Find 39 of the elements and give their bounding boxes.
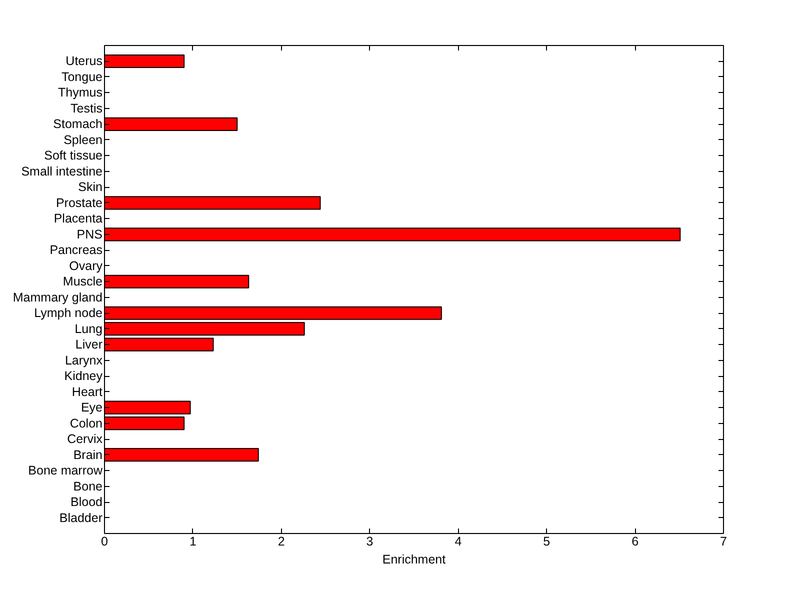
y-tick-label: Soft tissue <box>44 148 103 163</box>
y-tick-label: Heart <box>72 384 104 399</box>
x-tick-label: 3 <box>366 534 374 548</box>
y-tick-label: Testis <box>70 101 102 116</box>
y-tick-label: Blood <box>70 495 103 510</box>
y-tick-label: Prostate <box>56 196 103 210</box>
y-tick-label: Pancreas <box>50 243 103 258</box>
y-tick-label: Small intestine <box>21 164 103 178</box>
y-tick-label: Bone <box>73 479 103 494</box>
x-tick-label: 2 <box>278 534 285 548</box>
x-tick-label: 7 <box>720 534 728 548</box>
y-tick-label: Ovary <box>69 258 104 273</box>
y-tick-label: Cervix <box>67 432 104 446</box>
y-tick-label: Bone marrow <box>28 464 104 478</box>
y-tick-label: Liver <box>75 338 102 352</box>
y-tick-label: Colon <box>70 416 103 430</box>
y-tick-label: Brain <box>73 448 103 462</box>
y-tick-label: Kidney <box>64 369 104 384</box>
y-tick-label: Thymus <box>58 86 102 100</box>
y-tick-label: Muscle <box>62 274 103 289</box>
y-tick-label: Uterus <box>66 54 103 68</box>
x-tick-label: 0 <box>101 534 108 548</box>
y-tick-label: Tongue <box>61 70 103 84</box>
y-tick-label: Stomach <box>53 117 103 132</box>
x-tick-label: 4 <box>454 534 462 548</box>
y-tick-label: Mammary gland <box>12 290 103 304</box>
x-tick-label: 1 <box>189 534 196 548</box>
x-tick-label: 6 <box>632 534 639 548</box>
y-tick-label: Spleen <box>64 132 103 147</box>
x-tick-label: 5 <box>543 534 550 548</box>
y-tick-label: Larynx <box>64 353 104 368</box>
y-tick-label: Bladder <box>59 510 103 525</box>
y-tick-label: PNS <box>76 227 102 242</box>
y-tick-label: Lung <box>74 322 103 336</box>
y-tick-label: Skin <box>78 180 103 194</box>
y-tick-label: Lymph node <box>34 306 103 320</box>
y-tick-label: Placenta <box>54 212 103 226</box>
x-axis-title: Enrichment <box>382 552 446 566</box>
y-tick-label: Eye <box>80 400 103 415</box>
